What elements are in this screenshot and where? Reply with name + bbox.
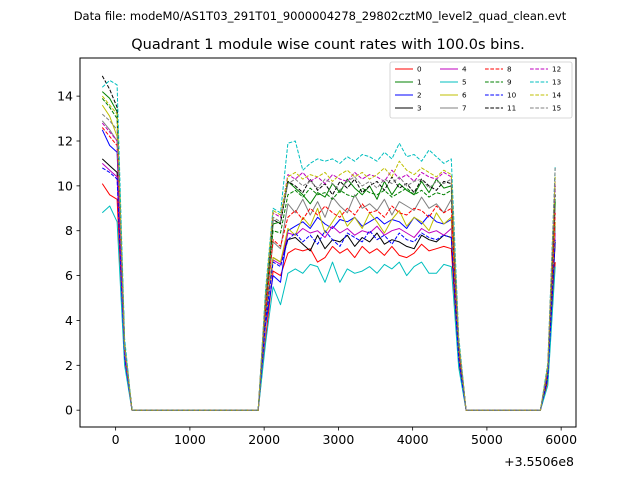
legend-label-6: 6 — [462, 91, 467, 100]
x-axis: 0 1000 2000 3000 4000 5000 6000 — [112, 427, 577, 447]
y-tick-label: 6 — [65, 268, 73, 283]
y-tick-label: 14 — [57, 89, 73, 104]
x-tick-label: 1000 — [174, 432, 206, 447]
x-tick-label: 3000 — [322, 432, 354, 447]
series-layer — [101, 75, 556, 411]
axes-frame — [79, 57, 577, 428]
legend-label-5: 5 — [462, 78, 467, 87]
y-tick-label: 8 — [65, 223, 73, 238]
legend-label-0: 0 — [417, 65, 422, 74]
legend-label-1: 1 — [417, 78, 422, 87]
legend-label-12: 12 — [552, 65, 561, 74]
x-tick-label: 4000 — [397, 432, 429, 447]
legend-box — [389, 61, 573, 119]
y-tick-label: 10 — [57, 178, 73, 193]
y-axis: 0 2 4 6 8 10 12 14 — [57, 89, 80, 418]
plot-background — [80, 58, 576, 427]
x-tick-label: 6000 — [545, 432, 577, 447]
legend-label-3: 3 — [417, 104, 422, 113]
legend-label-2: 2 — [417, 91, 422, 100]
series-line-15 — [101, 113, 556, 411]
series-line-14 — [101, 95, 556, 411]
y-tick-label: 4 — [65, 313, 73, 328]
x-tick-label: 0 — [112, 432, 120, 447]
legend-label-7: 7 — [462, 104, 467, 113]
legend-label-13: 13 — [552, 78, 561, 87]
plot-area — [79, 57, 577, 428]
figure-suptitle: Data file: modeM0/AS1T03_291T01_90000042… — [74, 9, 567, 23]
x-tick-label: 2000 — [248, 432, 280, 447]
legend-label-11: 11 — [507, 104, 516, 113]
legend-label-4: 4 — [462, 65, 467, 74]
y-tick-label: 2 — [65, 358, 73, 373]
y-tick-label: 12 — [57, 133, 73, 148]
legend-label-15: 15 — [552, 104, 561, 113]
legend-label-9: 9 — [507, 78, 512, 87]
legend-label-8: 8 — [507, 65, 512, 74]
legend-label-10: 10 — [507, 91, 517, 100]
y-tick-label: 0 — [65, 403, 73, 418]
chart-title: Quadrant 1 module wise count rates with … — [131, 37, 525, 53]
legend-label-14: 14 — [552, 91, 562, 100]
x-tick-label: 5000 — [471, 432, 503, 447]
x-offset-label: +3.5506e8 — [504, 454, 574, 469]
